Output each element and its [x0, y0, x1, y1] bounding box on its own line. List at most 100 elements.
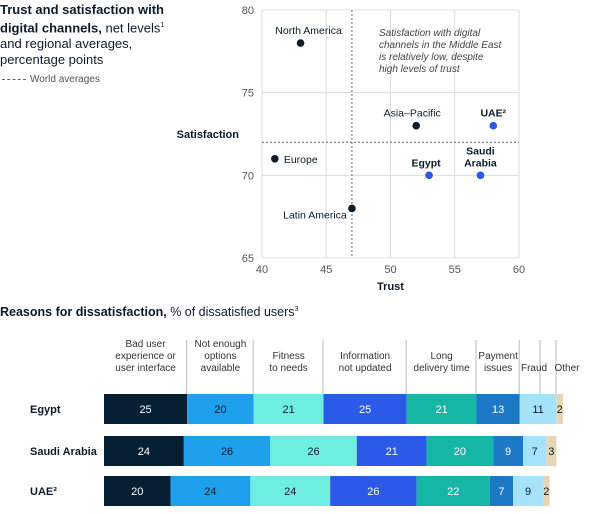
- bar-segment: [546, 436, 557, 466]
- series-header-line: issues: [484, 363, 512, 374]
- annotation-line: high levels of trust: [379, 64, 461, 75]
- bar-value-label: 9: [505, 446, 511, 458]
- bar-segment: [356, 436, 427, 466]
- bar-value-label: 2: [557, 404, 563, 416]
- point-label: North America: [275, 25, 342, 37]
- bar-segment: [476, 394, 520, 424]
- bar-segment: [104, 436, 184, 466]
- bar-value-label: 25: [359, 404, 371, 416]
- bar-value-label: 13: [492, 404, 504, 416]
- series-header-line: to needs: [269, 363, 307, 374]
- bar-segment: [523, 436, 547, 466]
- chart-title-rest: net levels: [101, 20, 161, 36]
- category-label: Saudi Arabia: [30, 446, 98, 458]
- bar-chart-title-rest: % of dissatisfied users: [166, 305, 295, 319]
- series-header-line: options: [204, 351, 236, 362]
- chart-title: Trust and satisfaction with digital chan…: [0, 2, 170, 68]
- bar-value-label: 20: [214, 404, 226, 416]
- x-tick-label: 45: [320, 264, 332, 276]
- bar-value-label: 20: [131, 486, 143, 498]
- bar-segment: [489, 476, 514, 506]
- legend: World averages: [2, 74, 100, 85]
- annotation-text: Satisfaction with digital channels in the…: [379, 28, 503, 75]
- chart-title-bold: Trust and satisfaction with digital chan…: [0, 2, 164, 36]
- bar-segment: [493, 436, 524, 466]
- series-header-line: not updated: [339, 363, 392, 374]
- footnote-marker: 1: [160, 22, 165, 29]
- bar-segment: [253, 394, 324, 424]
- point-label: Egypt: [411, 157, 441, 169]
- y-axis-label: Satisfaction: [177, 129, 240, 141]
- bar-value-label: 24: [204, 486, 216, 498]
- bar-segment: [323, 394, 407, 424]
- x-tick-label: 50: [384, 264, 396, 276]
- y-tick-label: 65: [242, 253, 254, 265]
- bar-segment: [104, 476, 171, 506]
- scatter-point: [412, 121, 421, 130]
- bar-segment: [543, 476, 550, 506]
- scatter-point: [271, 155, 279, 163]
- dashed-line-legend-icon: [2, 79, 26, 80]
- series-header-line: Not enough: [195, 339, 247, 350]
- bar-segment: [556, 394, 563, 424]
- point-label: Europe: [284, 154, 318, 166]
- annotation-line: Satisfaction with digital: [379, 28, 481, 39]
- point-label: Asia–Pacific: [384, 108, 441, 120]
- series-header-line: Fraud: [521, 363, 547, 374]
- bar-value-label: 21: [386, 446, 398, 458]
- bar-value-label: 9: [525, 486, 531, 498]
- series-header-label: Not enough options available: [195, 339, 247, 374]
- bar-value-label: 24: [284, 486, 296, 498]
- series-header-label: Bad user experience or user interface: [115, 339, 176, 374]
- bar-value-label: 2: [543, 486, 549, 498]
- point-label: UAE²: [480, 108, 506, 120]
- annotation-line: channels in the Middle East: [379, 40, 503, 51]
- scatter-point: [476, 171, 485, 180]
- point-label-line: Arabia: [464, 157, 497, 169]
- bar-value-label: 7: [498, 486, 504, 498]
- bar-segment: [406, 394, 477, 424]
- series-header-line: Fitness: [272, 351, 304, 362]
- bar-value-label: 21: [435, 404, 447, 416]
- annotation-line: is relatively low, despite: [379, 52, 484, 63]
- point-label-line: Saudi: [466, 145, 495, 157]
- x-tick-label: 40: [256, 264, 268, 276]
- series-header-line: available: [201, 363, 241, 374]
- series-header-label: Information not updated: [339, 351, 392, 374]
- footnote-marker-3: 3: [294, 305, 299, 313]
- y-tick-label: 80: [242, 5, 254, 17]
- legend-label: World averages: [30, 74, 100, 85]
- bar-value-label: 22: [447, 486, 459, 498]
- series-header-line: Information: [340, 351, 390, 362]
- series-header-label: Other: [554, 363, 580, 374]
- series-header-line: Long: [430, 351, 452, 362]
- series-header-line: Other: [554, 363, 580, 374]
- point-label: Latin America: [283, 209, 347, 221]
- bar-segment: [513, 476, 544, 506]
- x-axis-label: Trust: [377, 281, 404, 293]
- point-label: Saudi Arabia: [464, 145, 497, 169]
- bar-segment: [270, 436, 357, 466]
- scatter-point: [296, 39, 305, 47]
- bar-segment: [104, 394, 188, 424]
- scatter-point: [489, 121, 498, 130]
- x-tick-label: 55: [449, 264, 461, 276]
- bar-value-label: 24: [138, 446, 150, 458]
- series-header-label: Long delivery time: [414, 351, 471, 374]
- scatter-point: [425, 171, 433, 180]
- bar-segment: [426, 436, 494, 466]
- chart-title-line2: and regional averages, percentage points: [0, 36, 133, 68]
- bar-value-label: 11: [532, 404, 543, 416]
- series-header-line: Payment: [478, 351, 518, 362]
- bar-value-label: 7: [532, 446, 538, 458]
- bar-value-label: 20: [454, 446, 466, 458]
- series-header-label: Payment issues: [478, 351, 518, 374]
- y-tick-label: 70: [242, 170, 254, 182]
- bar-segment: [170, 476, 251, 506]
- bar-segment: [416, 476, 490, 506]
- series-header-line: experience or: [115, 351, 176, 362]
- bar-segment: [183, 436, 271, 466]
- series-header-line: user interface: [115, 363, 176, 374]
- bar-value-label: 26: [307, 446, 319, 458]
